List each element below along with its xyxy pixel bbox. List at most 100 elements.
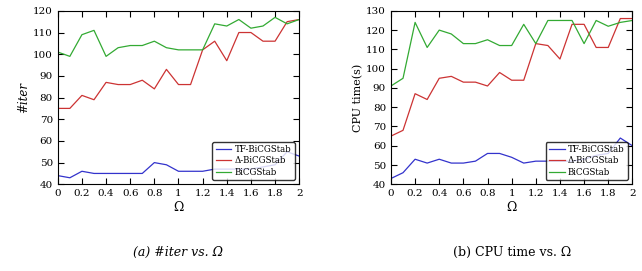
TF-BiCGStab <box>139 172 146 175</box>
Δ-BiCGStab <box>423 98 431 101</box>
TF-BiCGStab <box>544 160 551 163</box>
TF-BiCGStab <box>78 170 86 173</box>
TF-BiCGStab <box>283 150 291 153</box>
BiCGStab <box>593 19 600 22</box>
BiCGStab <box>399 77 407 80</box>
BiCGStab <box>544 19 551 22</box>
TF-BiCGStab <box>211 167 218 171</box>
TF-BiCGStab <box>580 158 588 161</box>
Δ-BiCGStab <box>295 18 303 21</box>
BiCGStab <box>211 22 218 25</box>
X-axis label: Ω: Ω <box>507 201 517 214</box>
BiCGStab <box>435 28 443 32</box>
BiCGStab <box>556 19 564 22</box>
Δ-BiCGStab <box>259 40 267 43</box>
Δ-BiCGStab <box>223 59 230 62</box>
TF-BiCGStab <box>271 163 279 166</box>
BiCGStab <box>162 46 170 49</box>
Y-axis label: CPU time(s): CPU time(s) <box>353 63 363 132</box>
TF-BiCGStab <box>520 162 528 165</box>
Δ-BiCGStab <box>483 84 491 88</box>
TF-BiCGStab <box>532 160 540 163</box>
TF-BiCGStab <box>114 172 122 175</box>
Δ-BiCGStab <box>162 68 170 71</box>
BiCGStab <box>66 55 74 58</box>
BiCGStab <box>604 25 612 28</box>
BiCGStab <box>412 21 419 24</box>
Legend: TF-BiCGStab, Δ-BiCGStab, BiCGStab: TF-BiCGStab, Δ-BiCGStab, BiCGStab <box>213 142 295 180</box>
Line: TF-BiCGStab: TF-BiCGStab <box>58 152 299 178</box>
BiCGStab <box>187 48 195 51</box>
BiCGStab <box>508 44 516 47</box>
TF-BiCGStab <box>187 170 195 173</box>
Δ-BiCGStab <box>435 77 443 80</box>
Δ-BiCGStab <box>629 17 636 20</box>
TF-BiCGStab <box>259 165 267 169</box>
BiCGStab <box>520 23 528 26</box>
Δ-BiCGStab <box>399 129 407 132</box>
Line: Δ-BiCGStab: Δ-BiCGStab <box>391 18 632 136</box>
Y-axis label: #iter: #iter <box>17 82 30 113</box>
BiCGStab <box>580 42 588 45</box>
Δ-BiCGStab <box>102 81 110 84</box>
TF-BiCGStab <box>412 158 419 161</box>
BiCGStab <box>199 48 207 51</box>
Δ-BiCGStab <box>211 40 218 43</box>
TF-BiCGStab <box>472 160 480 163</box>
TF-BiCGStab <box>399 171 407 174</box>
TF-BiCGStab <box>423 162 431 165</box>
Δ-BiCGStab <box>532 42 540 45</box>
TF-BiCGStab <box>387 177 395 180</box>
TF-BiCGStab <box>508 156 516 159</box>
BiCGStab <box>387 84 395 88</box>
Δ-BiCGStab <box>593 46 600 49</box>
Δ-BiCGStab <box>247 31 255 34</box>
TF-BiCGStab <box>604 152 612 155</box>
Δ-BiCGStab <box>460 80 467 84</box>
Δ-BiCGStab <box>175 83 182 86</box>
Δ-BiCGStab <box>568 23 576 26</box>
TF-BiCGStab <box>175 170 182 173</box>
BiCGStab <box>460 42 467 45</box>
Δ-BiCGStab <box>520 79 528 82</box>
X-axis label: Ω: Ω <box>173 201 184 214</box>
TF-BiCGStab <box>496 152 503 155</box>
TF-BiCGStab <box>162 163 170 166</box>
Δ-BiCGStab <box>447 75 455 78</box>
BiCGStab <box>102 55 110 58</box>
TF-BiCGStab <box>616 136 624 140</box>
TF-BiCGStab <box>556 160 564 163</box>
BiCGStab <box>150 40 158 43</box>
TF-BiCGStab <box>235 167 243 171</box>
BiCGStab <box>283 22 291 25</box>
Line: TF-BiCGStab: TF-BiCGStab <box>391 138 632 179</box>
BiCGStab <box>54 50 62 54</box>
BiCGStab <box>78 33 86 36</box>
Text: (b) CPU time vs. Ω: (b) CPU time vs. Ω <box>453 246 571 259</box>
TF-BiCGStab <box>223 167 230 171</box>
BiCGStab <box>532 42 540 45</box>
BiCGStab <box>271 16 279 19</box>
TF-BiCGStab <box>150 161 158 164</box>
BiCGStab <box>126 44 134 47</box>
Line: Δ-BiCGStab: Δ-BiCGStab <box>58 20 299 108</box>
Δ-BiCGStab <box>556 57 564 61</box>
BiCGStab <box>447 32 455 36</box>
BiCGStab <box>472 42 480 45</box>
Δ-BiCGStab <box>271 40 279 43</box>
BiCGStab <box>568 19 576 22</box>
Δ-BiCGStab <box>78 94 86 97</box>
Text: (a) #iter vs. Ω: (a) #iter vs. Ω <box>134 246 223 259</box>
TF-BiCGStab <box>102 172 110 175</box>
TF-BiCGStab <box>90 172 98 175</box>
BiCGStab <box>295 18 303 21</box>
Δ-BiCGStab <box>187 83 195 86</box>
BiCGStab <box>616 21 624 24</box>
Δ-BiCGStab <box>544 44 551 47</box>
Δ-BiCGStab <box>199 48 207 51</box>
TF-BiCGStab <box>435 158 443 161</box>
BiCGStab <box>235 18 243 21</box>
TF-BiCGStab <box>568 160 576 163</box>
Δ-BiCGStab <box>472 80 480 84</box>
BiCGStab <box>629 19 636 22</box>
